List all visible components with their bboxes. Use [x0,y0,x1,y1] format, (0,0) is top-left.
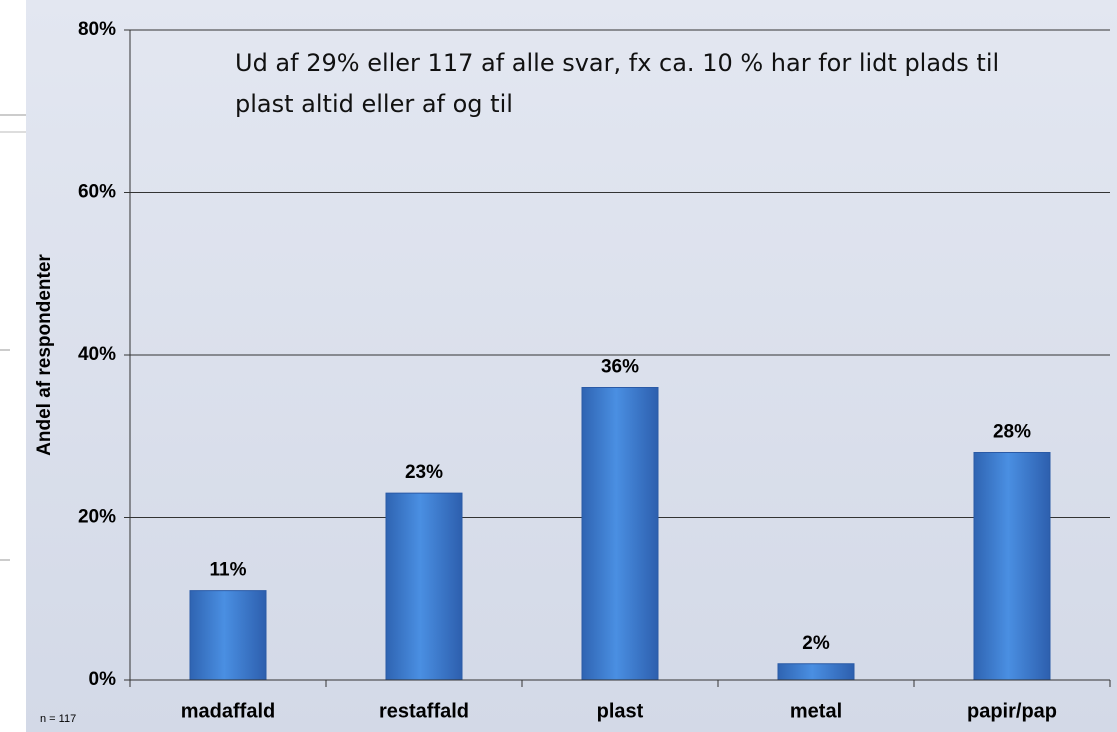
y-axis-label: Andel af respondenter [34,254,55,456]
bar [973,452,1051,681]
value-label: 28% [993,422,1031,443]
value-label: 36% [601,357,639,378]
annotation: plast altid eller af og til [235,90,513,118]
y-tick-label: 20% [78,507,116,528]
y-tick-label: 40% [78,344,116,365]
note: n = 117 [40,713,76,725]
y-tick-label: 60% [78,182,116,203]
bar [581,387,659,681]
left-strip [0,0,26,732]
value-label: 23% [405,462,443,483]
x-tick-label: plast [597,700,644,722]
y-tick-label: 80% [78,19,116,40]
annotation: Ud af 29% eller 117 af alle svar, fx ca.… [235,49,999,77]
bar [189,590,267,681]
x-tick-label: madaffald [181,700,275,722]
bar [777,663,855,681]
x-tick-label: metal [790,700,842,722]
x-tick-label: restaffald [379,700,469,722]
value-label: 11% [210,560,247,581]
value-label: 2% [802,633,830,654]
x-tick-label: papir/pap [967,700,1057,722]
y-tick-label: 0% [89,669,117,690]
bar [385,492,463,681]
